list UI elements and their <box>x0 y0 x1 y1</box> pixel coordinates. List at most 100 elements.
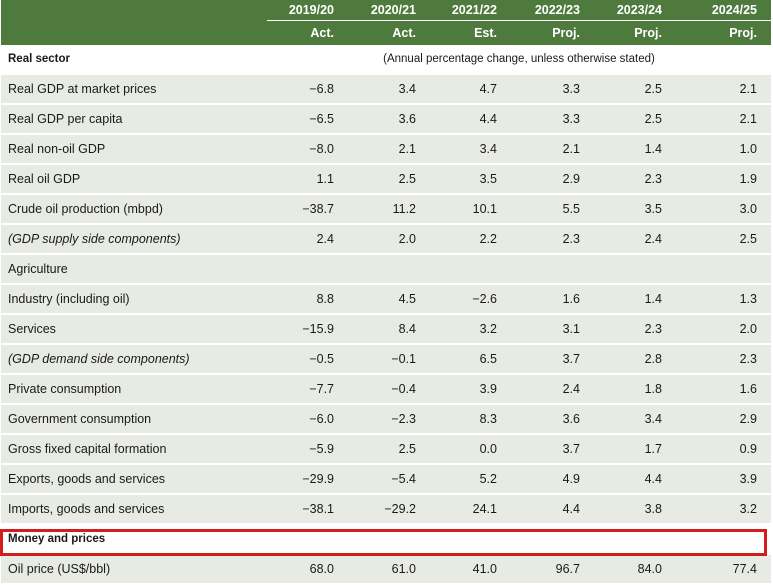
cell-value: 3.5 <box>594 194 676 225</box>
cell-value: −0.1 <box>348 344 430 375</box>
row-label: Oil price (US$/bbl) <box>1 554 267 585</box>
cell-value: 2.5 <box>348 434 430 465</box>
table-row: Imports, goods and services −38.1 −29.2 24.… <box>1 494 771 525</box>
section-title: Money and prices <box>1 524 267 555</box>
row-label: (GDP demand side components) <box>1 344 267 375</box>
cell-value <box>430 254 511 285</box>
cell-value: 8.8 <box>267 284 348 315</box>
table-row: Services −15.9 8.4 3.2 3.1 2.3 2.0 <box>1 314 771 345</box>
status-header: Act. <box>267 20 348 45</box>
cell-value: 4.9 <box>511 464 594 495</box>
cell-value: 84.0 <box>594 554 676 585</box>
section-row-real-sector: Real sector (Annual percentage change, u… <box>1 45 771 75</box>
status-header: Act. <box>348 20 430 45</box>
cell-value: 2.4 <box>511 374 594 405</box>
cell-value: 10.1 <box>430 194 511 225</box>
cell-value: 2.1 <box>348 134 430 165</box>
year-header: 2020/21 <box>348 0 430 21</box>
cell-value: 1.8 <box>594 374 676 405</box>
row-label: (GDP supply side components) <box>1 224 267 255</box>
table-row: Real non-oil GDP −8.0 2.1 3.4 2.1 1.4 1.0 <box>1 134 771 165</box>
cell-value: 3.1 <box>511 314 594 345</box>
cell-value: −6.5 <box>267 104 348 135</box>
cell-value: 3.3 <box>511 74 594 105</box>
row-label: Industry (including oil) <box>1 284 267 315</box>
cell-value: 3.2 <box>676 494 771 525</box>
cell-value: −0.5 <box>267 344 348 375</box>
cell-value: 2.1 <box>676 104 771 135</box>
cell-value: −5.9 <box>267 434 348 465</box>
header-blank <box>1 0 267 21</box>
table-row: Real GDP per capita −6.5 3.6 4.4 3.3 2.5 2.1 <box>1 104 771 135</box>
cell-value: 96.7 <box>511 554 594 585</box>
cell-value: 0.0 <box>430 434 511 465</box>
cell-value: 3.7 <box>511 344 594 375</box>
cell-value: 3.9 <box>676 464 771 495</box>
cell-value: 3.9 <box>430 374 511 405</box>
cell-value: 5.5 <box>511 194 594 225</box>
year-header: 2021/22 <box>430 0 511 21</box>
table-row: Real GDP at market prices −6.8 3.4 4.7 3.3 2.… <box>1 74 771 105</box>
cell-value: −29.9 <box>267 464 348 495</box>
cell-value: 11.2 <box>348 194 430 225</box>
table-row: Industry (including oil) 8.8 4.5 −2.6 1.6 1.4… <box>1 284 771 315</box>
cell-value: 2.2 <box>430 224 511 255</box>
cell-value: 6.5 <box>430 344 511 375</box>
cell-value: 2.3 <box>511 224 594 255</box>
row-label: Gross fixed capital formation <box>1 434 267 465</box>
cell-value: 3.2 <box>430 314 511 345</box>
cell-value <box>594 254 676 285</box>
section-title: Real sector <box>1 45 267 75</box>
cell-value: 1.6 <box>511 284 594 315</box>
year-header: 2022/23 <box>511 0 594 21</box>
cell-value: 68.0 <box>267 554 348 585</box>
cell-value: 1.3 <box>676 284 771 315</box>
table-row: Private consumption −7.7 −0.4 3.9 2.4 1.8 1.6 <box>1 374 771 405</box>
cell-value: 4.4 <box>594 464 676 495</box>
cell-value: 3.4 <box>430 134 511 165</box>
cell-value: 2.9 <box>676 404 771 435</box>
table-row: Exports, goods and services −29.9 −5.4 5.2 4… <box>1 464 771 495</box>
cell-value: 3.7 <box>511 434 594 465</box>
cell-value: 1.7 <box>594 434 676 465</box>
cell-value: 2.1 <box>676 74 771 105</box>
cell-value: 2.5 <box>594 104 676 135</box>
cell-value: 4.4 <box>511 494 594 525</box>
cell-value: −38.1 <box>267 494 348 525</box>
section-note: (Annual percentage change, unless otherw… <box>267 45 771 75</box>
cell-value: −38.7 <box>267 194 348 225</box>
status-header: Proj. <box>594 20 676 45</box>
cell-value: 24.1 <box>430 494 511 525</box>
table-row: Government consumption −6.0 −2.3 8.3 3.6 3.4 2… <box>1 404 771 435</box>
cell-value: 8.4 <box>348 314 430 345</box>
cell-value <box>267 254 348 285</box>
status-header: Proj. <box>676 20 771 45</box>
table-row: (GDP supply side components) 2.4 2.0 2.2 2.3… <box>1 224 771 255</box>
cell-value: 4.5 <box>348 284 430 315</box>
status-header: Est. <box>430 20 511 45</box>
cell-value: 2.5 <box>676 224 771 255</box>
cell-value: 4.4 <box>430 104 511 135</box>
header-blank <box>1 20 267 45</box>
row-label: Agriculture <box>1 254 267 285</box>
cell-value: 3.4 <box>348 74 430 105</box>
cell-value: −6.0 <box>267 404 348 435</box>
section-blank <box>267 524 771 555</box>
cell-value: 3.0 <box>676 194 771 225</box>
table-row: Crude oil production (mbpd) −38.7 11.2 10.1… <box>1 194 771 225</box>
row-label: Imports, goods and services <box>1 494 267 525</box>
cell-value: 3.6 <box>511 404 594 435</box>
cell-value: 3.6 <box>348 104 430 135</box>
cell-value: 2.4 <box>594 224 676 255</box>
row-label: Real GDP at market prices <box>1 74 267 105</box>
cell-value: 0.9 <box>676 434 771 465</box>
cell-value: 1.1 <box>267 164 348 195</box>
cell-value: 3.3 <box>511 104 594 135</box>
cell-value: −8.0 <box>267 134 348 165</box>
section-row-money-prices: Money and prices <box>1 524 771 555</box>
cell-value: 2.4 <box>267 224 348 255</box>
table-row-oil-price: Oil price (US$/bbl) 68.0 61.0 41.0 96.7 … <box>1 554 771 585</box>
header-years-row: 2019/20 2020/21 2021/22 2022/23 2023/24 … <box>1 0 771 21</box>
row-label: Real non-oil GDP <box>1 134 267 165</box>
